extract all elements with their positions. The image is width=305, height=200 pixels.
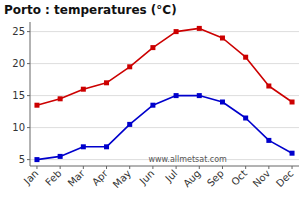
title: Porto : temperatures (°C) xyxy=(4,3,177,17)
marker xyxy=(104,144,109,149)
x-tick xyxy=(83,166,84,169)
x-tick-label: Sep xyxy=(205,168,226,189)
marker xyxy=(81,144,86,149)
x-tick xyxy=(176,166,177,169)
y-axis xyxy=(30,22,31,166)
marker xyxy=(34,103,39,108)
x-tick-label: Mar xyxy=(66,167,88,189)
marker xyxy=(174,93,179,98)
line xyxy=(37,28,292,105)
marker xyxy=(174,29,179,34)
plot-area xyxy=(34,26,294,162)
x-tick xyxy=(36,166,37,169)
x-tick-label: Aug xyxy=(181,168,203,190)
marker xyxy=(34,157,39,162)
marker xyxy=(197,26,202,31)
marker xyxy=(243,55,248,60)
y-tick-label: 5 xyxy=(19,154,25,165)
marker xyxy=(127,64,132,69)
grid-line xyxy=(30,127,299,128)
x-tick xyxy=(60,166,61,169)
x-tick xyxy=(292,166,293,169)
x-tick-label: Apr xyxy=(90,167,111,188)
x-tick-label: Dec xyxy=(274,168,295,189)
watermark: www.allmetsat.com xyxy=(148,155,227,164)
x-tick-label: Nov xyxy=(251,168,273,190)
marker xyxy=(197,93,202,98)
y-tick-label: 10 xyxy=(12,122,25,133)
y-tick-label: 25 xyxy=(12,26,25,37)
x-tick xyxy=(129,166,130,169)
x-tick-label: Jan xyxy=(21,168,40,187)
marker xyxy=(81,87,86,92)
marker xyxy=(58,96,63,101)
y-tick-label: 20 xyxy=(12,58,25,69)
marker xyxy=(243,116,248,121)
marker xyxy=(104,80,109,85)
marker xyxy=(58,154,63,159)
marker xyxy=(220,100,225,105)
chart: 5 10 15 20 25 JanFebMarAprMayJun JulAugSepOctN… xyxy=(0,0,305,200)
x-tick xyxy=(222,166,223,169)
x-tick-label: Oct xyxy=(229,168,249,188)
x-tick xyxy=(199,166,200,169)
x-tick xyxy=(268,166,269,169)
x-axis xyxy=(30,166,299,167)
y-tick-label: 15 xyxy=(12,90,25,101)
line xyxy=(37,96,292,160)
marker xyxy=(220,36,225,41)
marker xyxy=(127,122,132,127)
marker xyxy=(150,45,155,50)
x-tick-label: Jul xyxy=(162,168,179,185)
x-tick-label: Feb xyxy=(43,168,63,188)
marker xyxy=(290,151,295,156)
x-tick-label: May xyxy=(111,168,133,190)
grid-line xyxy=(30,31,299,32)
marker xyxy=(266,138,271,143)
x-tick xyxy=(245,166,246,169)
x-tick-label: Jun xyxy=(137,168,157,188)
marker xyxy=(290,100,295,105)
marker xyxy=(266,84,271,89)
x-tick xyxy=(152,166,153,169)
x-tick xyxy=(106,166,107,169)
marker xyxy=(150,103,155,108)
grid-line xyxy=(30,63,299,64)
